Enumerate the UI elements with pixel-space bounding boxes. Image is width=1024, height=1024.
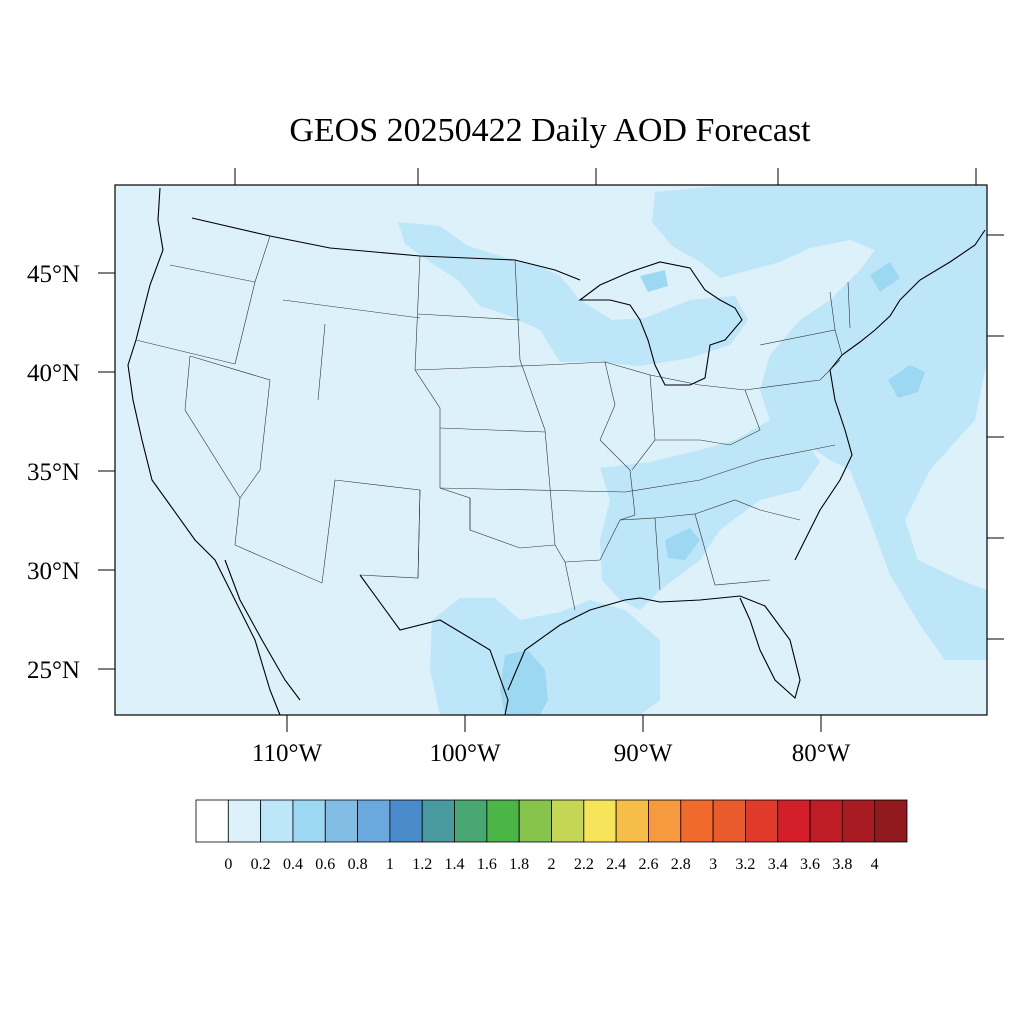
colorbar-box [421, 799, 455, 843]
lat-label: 35°N [27, 459, 80, 486]
colorbar-box [389, 799, 423, 843]
aod-region-southeast [600, 420, 820, 610]
colorbar-label: 0.4 [283, 856, 303, 873]
left-ticks [98, 272, 115, 670]
colorbar-label: 3.6 [800, 856, 820, 873]
state-boundaries [135, 235, 851, 611]
colorbar-box [615, 799, 649, 843]
colorbar-label: 1.6 [477, 856, 497, 873]
border-nv-ut [184, 355, 271, 499]
colorbar-labels: 0 0.2 0.4 0.6 0.8 1 1.2 1.4 1.6 1.8 2 2.2 2.4 2.6 2.8 3… [224, 856, 878, 873]
border-south [619, 444, 836, 591]
colorbar-box [518, 799, 552, 843]
colorbar-box [583, 799, 617, 843]
colorbar-label: 3 [709, 856, 717, 873]
colorbar-box [745, 799, 779, 843]
latitude-labels: 45°N 40°N 35°N 30°N 25°N [27, 261, 80, 684]
colorbar-label: 3.4 [768, 856, 788, 873]
colorbar-box [227, 799, 262, 843]
gulf-coastline [359, 574, 801, 716]
lat-label: 45°N [27, 261, 80, 288]
border-plains-rows [414, 313, 626, 493]
colorbar-boxes [195, 799, 908, 843]
colorbar-label: 2.8 [671, 856, 691, 873]
border-wa-or [169, 264, 256, 283]
colorbar-label: 2.4 [606, 856, 626, 873]
lon-label: 90°W [614, 740, 673, 767]
colorbar-box [841, 799, 876, 843]
aod-spot-alabama [665, 528, 700, 560]
baja-peninsula [224, 559, 301, 701]
aod-spot-atlantic [888, 365, 925, 398]
lat-label: 30°N [27, 558, 80, 585]
map-title: GEOS 20250422 Daily AOD Forecast [289, 112, 811, 149]
colorbar-box [324, 799, 358, 843]
aod-shading [398, 186, 987, 715]
map-panel: 45°N 40°N 35°N 30°N 25°N 110°W 100°W 90°… [27, 168, 1004, 767]
aod-shading-darker [500, 262, 925, 715]
lon-label: 100°W [429, 740, 500, 767]
colorbar: 0 0.2 0.4 0.6 0.8 1 1.2 1.4 1.6 1.8 2 2.2 2.4 2.6 2.8 3… [195, 799, 908, 873]
bottom-ticks [286, 715, 822, 732]
colorbar-box [260, 799, 294, 843]
border-central-columns [414, 255, 556, 549]
colorbar-box [777, 799, 811, 843]
colorbar-box [648, 799, 682, 843]
colorbar-label: 4 [871, 856, 879, 873]
colorbar-box [551, 799, 585, 843]
right-ticks [987, 234, 1004, 640]
top-ticks [234, 168, 977, 185]
colorbar-label: 2.2 [574, 856, 594, 873]
colorbar-label: 1.2 [412, 856, 432, 873]
colorbar-label: 0.6 [315, 856, 335, 873]
colorbar-box [712, 799, 746, 843]
longitude-labels: 110°W 100°W 90°W 80°W [252, 740, 851, 767]
aod-spot-maine [870, 262, 900, 292]
lon-label: 80°W [792, 740, 851, 767]
colorbar-box [454, 799, 488, 843]
colorbar-label: 0.2 [251, 856, 271, 873]
colorbar-label: 2.6 [638, 856, 658, 873]
map-frame [114, 184, 988, 716]
pacific-coastline [127, 187, 281, 716]
colorbar-box [357, 799, 391, 843]
border-mt-wy [282, 299, 421, 401]
border-or-ca [135, 339, 236, 365]
border-midwest [544, 361, 656, 563]
colorbar-box [874, 799, 908, 843]
aod-spot-texas-coast [500, 650, 548, 715]
colorbar-label: 0 [224, 856, 232, 873]
colorbar-box [195, 799, 229, 843]
border-ohio-valley [649, 374, 761, 446]
aod-region-gulf-coast [430, 598, 660, 715]
colorbar-box [486, 799, 520, 843]
great-lakes-outline [578, 261, 743, 386]
colorbar-label: 2 [548, 856, 556, 873]
colorbar-box [680, 799, 714, 843]
border-texas [417, 489, 576, 611]
aod-spot-great-lakes [640, 270, 668, 292]
lat-label: 40°N [27, 360, 80, 387]
colorbar-label: 3.2 [735, 856, 755, 873]
lat-label: 25°N [27, 657, 80, 684]
lon-label: 110°W [252, 740, 323, 767]
border-id [234, 235, 271, 365]
colorbar-label: 1 [386, 856, 394, 873]
aod-region-northern-plains [398, 222, 748, 366]
colorbar-label: 1.8 [509, 856, 529, 873]
aod-region-northeast-atlantic [652, 186, 987, 660]
colorbar-box [809, 799, 843, 843]
colorbar-label: 0.8 [348, 856, 368, 873]
colorbar-label: 3.8 [832, 856, 852, 873]
colorbar-box [292, 799, 326, 843]
border-northeast [744, 281, 851, 391]
colorbar-label: 1.4 [445, 856, 465, 873]
